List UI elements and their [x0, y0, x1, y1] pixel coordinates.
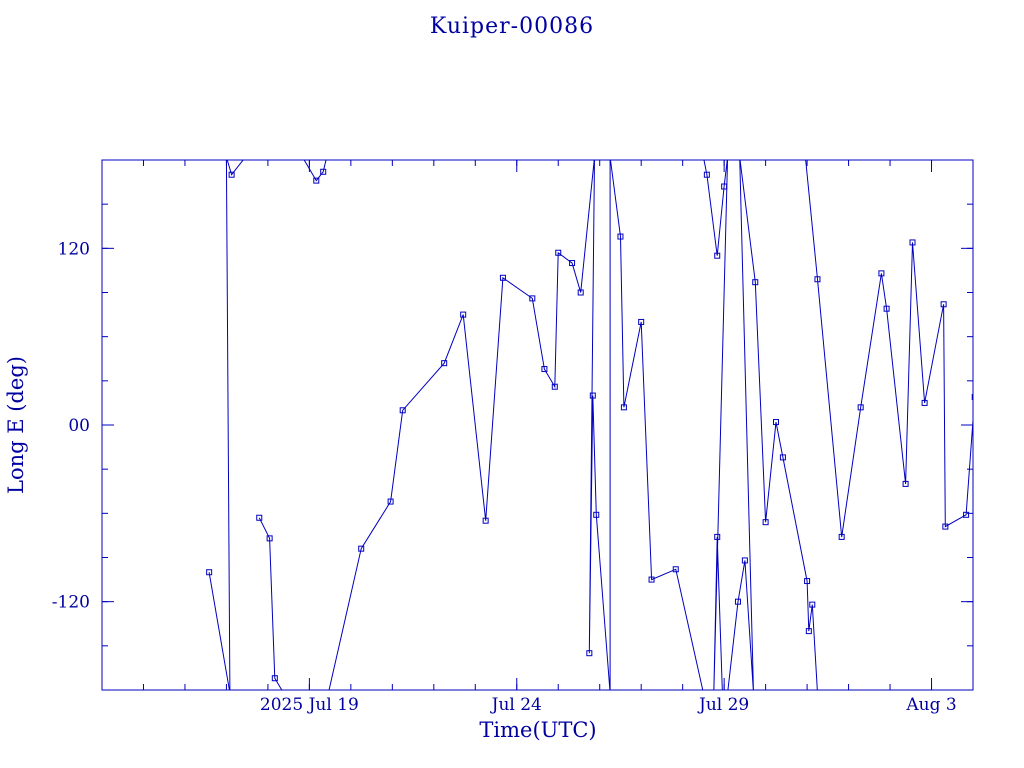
data-point	[358, 545, 365, 552]
x-axis-label: Time(UTC)	[479, 718, 597, 742]
data-point	[809, 601, 816, 608]
y-axis-label: Long E (deg)	[4, 356, 28, 494]
series-line	[208, 160, 327, 690]
series-line	[805, 160, 973, 537]
data-point	[1009, 509, 1014, 514]
axis-ticks	[102, 160, 973, 690]
data-point	[991, 334, 996, 339]
data-point	[741, 557, 748, 564]
data-point	[963, 511, 970, 518]
data-point	[805, 628, 812, 635]
data-layer	[206, 157, 1018, 693]
data-point	[672, 566, 679, 573]
data-point	[555, 249, 562, 256]
chart-title: Kuiper-00086	[429, 14, 595, 39]
data-point	[814, 276, 821, 283]
data-point	[940, 301, 947, 308]
y-tick-label: 120	[58, 239, 90, 259]
data-point	[772, 419, 779, 426]
data-point	[921, 399, 928, 406]
data-point	[721, 183, 728, 190]
data-point	[586, 650, 593, 657]
data-point	[942, 523, 949, 530]
data-point	[638, 318, 645, 325]
data-point	[714, 252, 721, 259]
data-point	[313, 177, 320, 184]
data-point	[577, 289, 584, 296]
data-point	[529, 295, 536, 302]
data-point	[878, 270, 885, 277]
data-point	[617, 233, 624, 240]
data-point	[589, 392, 596, 399]
data-point	[387, 498, 394, 505]
y-tick-label: -120	[52, 593, 90, 613]
data-point	[804, 578, 811, 585]
data-point	[714, 533, 721, 540]
data-point	[734, 598, 741, 605]
x-tick-label: Jul 24	[490, 695, 542, 715]
data-point	[441, 360, 448, 367]
data-point	[593, 511, 600, 518]
data-point	[541, 366, 548, 373]
data-point	[752, 279, 759, 286]
data-point	[703, 171, 710, 178]
data-point	[762, 519, 769, 526]
data-point	[857, 404, 864, 411]
data-point	[256, 514, 263, 521]
data-point	[228, 171, 235, 178]
series-group	[206, 157, 1018, 693]
data-point	[499, 274, 506, 281]
data-point	[620, 404, 627, 411]
data-point	[648, 576, 655, 583]
data-point	[909, 239, 916, 246]
x-tick-label: 2025 Jul 19	[260, 695, 359, 715]
data-point	[971, 394, 973, 401]
data-point	[1005, 474, 1010, 479]
series-line	[258, 160, 704, 690]
data-point	[883, 305, 890, 312]
data-point	[482, 517, 489, 524]
tick-labels: 2025 Jul 19 Jul 24 Jul 29 Aug 3 120 00 -120	[52, 239, 957, 715]
data-point	[1002, 515, 1007, 520]
data-point	[974, 652, 979, 657]
y-tick-label: 00	[68, 416, 90, 436]
data-point	[779, 454, 786, 461]
series-line	[703, 160, 818, 690]
data-point	[551, 383, 558, 390]
data-point	[569, 260, 576, 267]
series-line	[975, 157, 1018, 693]
data-point	[902, 480, 909, 487]
data-point	[399, 407, 406, 414]
data-point	[838, 533, 845, 540]
data-point	[271, 675, 278, 682]
data-point	[1012, 185, 1017, 190]
data-point	[206, 569, 213, 576]
x-tick-label: Jul 29	[697, 695, 749, 715]
data-point	[460, 311, 467, 318]
plot-frame	[101, 159, 974, 691]
x-tick-label: Aug 3	[905, 695, 956, 715]
data-point	[266, 535, 273, 542]
data-point	[320, 168, 327, 175]
